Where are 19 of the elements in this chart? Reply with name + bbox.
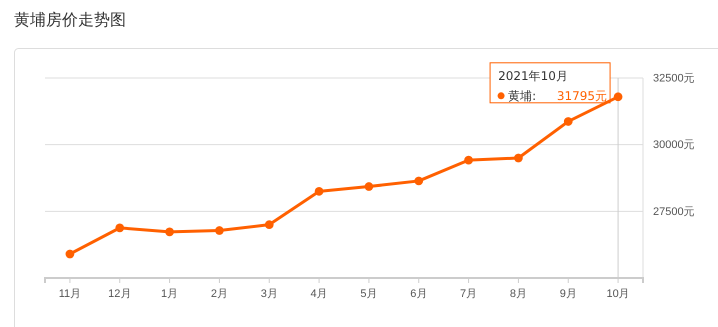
x-tick-label: 8月 [510, 288, 527, 300]
x-tick-label: 6月 [410, 288, 428, 300]
y-tick-label: 30000元 [653, 139, 695, 152]
x-tick-label: 12月 [108, 288, 132, 300]
x-tick-label: 7月 [460, 288, 478, 300]
x-tick-label: 3月 [260, 288, 278, 300]
annotation: 2021年10月 [498, 68, 568, 83]
legend-label: 黄埔: [508, 88, 536, 103]
x-tick-label: 2月 [210, 288, 228, 300]
data-label: 31795元 [556, 88, 608, 103]
x-tick-label: 4月 [310, 288, 328, 300]
x-tick-label: 11月 [58, 288, 82, 300]
x-tick-label: 1月 [161, 288, 178, 300]
chart-title: 黄埔房价走势图 [14, 10, 126, 29]
x-tick-label: 5月 [360, 288, 378, 300]
y-tick-label: 32500元 [653, 72, 695, 85]
x-tick-label: 10月 [606, 288, 630, 300]
x-tick-label: 9月 [560, 288, 577, 300]
y-tick-label: 27500元 [653, 206, 695, 218]
